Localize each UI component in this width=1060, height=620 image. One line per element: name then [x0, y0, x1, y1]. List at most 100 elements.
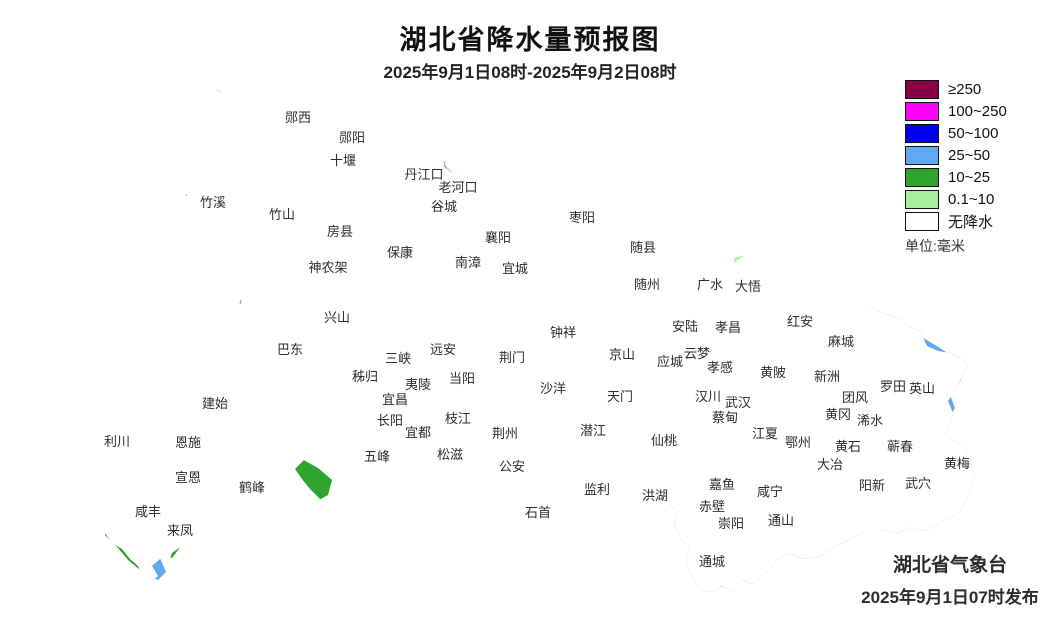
county-label: 天门 [607, 389, 633, 404]
county-label: 新洲 [814, 369, 840, 384]
legend-unit: 单位:毫米 [905, 238, 965, 254]
county-label: 仙桃 [651, 433, 677, 448]
county-label: 洪湖 [642, 488, 668, 503]
county-label: 夷陵 [405, 377, 431, 392]
county-label: 应城 [657, 354, 683, 369]
county-label: 嘉鱼 [709, 477, 735, 492]
issuing-agency: 湖北省气象台 [892, 555, 1007, 576]
county-label: 郧阳 [339, 130, 365, 145]
county-label: 建始 [202, 396, 228, 411]
legend-swatch [905, 123, 939, 143]
county-label: 荆州 [492, 426, 518, 441]
county-label: 宜城 [502, 261, 528, 276]
county-label: 通城 [699, 554, 725, 569]
county-label: 潜江 [580, 423, 606, 438]
county-label: 襄阳 [485, 230, 511, 245]
county-label: 兴山 [324, 310, 350, 325]
county-label: 汉川 [695, 389, 721, 404]
county-label: 枣阳 [569, 210, 595, 225]
county-label: 团风 [842, 390, 868, 405]
county-label: 远安 [430, 342, 456, 357]
legend-item: 100~250 [905, 100, 1007, 122]
legend-swatch [905, 145, 939, 165]
county-label: 丹江口 [404, 167, 443, 182]
county-label: 阳新 [859, 478, 885, 493]
legend-swatch [905, 189, 939, 209]
county-label: 咸丰 [135, 504, 161, 519]
county-label: 南漳 [455, 255, 481, 270]
county-label: 竹溪 [200, 195, 226, 210]
county-label: 咸宁 [757, 484, 783, 499]
county-label: 松滋 [437, 447, 463, 462]
county-label: 宜昌 [382, 392, 408, 407]
legend-item: ≥250 [905, 78, 1007, 100]
county-label: 谷城 [431, 199, 457, 214]
legend-swatch [905, 79, 939, 99]
legend-label: 50~100 [948, 124, 999, 142]
legend-label: 0.1~10 [948, 190, 995, 208]
legend-label: ≥250 [948, 80, 982, 98]
county-label: 神农架 [308, 260, 347, 275]
issuer-block: 湖北省气象台 2025年9月1日07时发布 [840, 550, 1060, 608]
county-label: 蔡甸 [712, 410, 738, 425]
county-label: 黄石 [835, 439, 861, 454]
county-label: 赤壁 [699, 499, 725, 514]
county-label: 荆门 [499, 350, 525, 365]
county-label: 房县 [327, 224, 353, 239]
issue-time: 2025年9月1日07时发布 [861, 588, 1039, 607]
county-label: 秭归 [352, 369, 378, 384]
county-label: 监利 [584, 482, 610, 497]
legend-swatch [905, 167, 939, 187]
county-label: 黄冈 [825, 407, 851, 422]
page-title: 湖北省降水量预报图 [399, 25, 661, 55]
county-label: 沙洋 [540, 381, 566, 396]
county-label: 广水 [697, 277, 723, 292]
county-label: 利川 [104, 434, 130, 449]
county-label: 京山 [609, 347, 635, 362]
county-label: 孝感 [707, 360, 733, 375]
legend-label: 25~50 [948, 146, 991, 164]
county-label: 鹤峰 [239, 480, 265, 495]
county-label: 孝昌 [715, 320, 741, 335]
county-label: 保康 [387, 245, 413, 260]
county-label: 宣恩 [175, 470, 201, 485]
county-label: 恩施 [175, 435, 201, 450]
county-label: 红安 [787, 314, 813, 329]
county-label: 崇阳 [718, 516, 744, 531]
county-label: 老河口 [438, 180, 477, 195]
county-label: 英山 [909, 381, 935, 396]
legend-item: 无降水 [905, 210, 1007, 232]
county-label: 云梦 [684, 346, 710, 361]
county-label: 大悟 [735, 279, 761, 294]
county-label: 鄂州 [785, 435, 811, 450]
county-label: 郧西 [285, 110, 311, 125]
county-label: 随州 [634, 277, 660, 292]
forecast-period: 2025年9月1日08时-2025年9月2日08时 [383, 63, 677, 82]
county-label: 十堰 [330, 153, 356, 168]
county-labels: 郧西郧阳十堰丹江口老河口谷城 竹溪竹山房县保康神农架 南漳襄阳宜城 枣阳随县随州 广水大… [103, 109, 972, 571]
legend-item: 10~25 [905, 166, 1007, 188]
county-label: 竹山 [269, 207, 295, 222]
county-label: 公安 [499, 459, 525, 474]
county-label: 钟祥 [550, 325, 576, 340]
county-label: 长阳 [377, 413, 403, 428]
legend-item: 25~50 [905, 144, 1007, 166]
county-label: 浠水 [857, 413, 883, 428]
legend-swatch [905, 211, 939, 231]
legend-label: 100~250 [948, 102, 1007, 120]
county-label: 三峡 [385, 351, 411, 366]
county-label: 随县 [630, 240, 656, 255]
county-label: 黄梅 [944, 456, 970, 471]
county-label: 武汉 [725, 395, 751, 410]
legend-item: 0.1~10 [905, 188, 1007, 210]
county-label: 当阳 [449, 371, 475, 386]
county-label: 大冶 [817, 457, 843, 472]
county-label: 来凤 [167, 523, 193, 538]
county-label: 罗田 [880, 379, 906, 394]
county-label: 蕲春 [887, 439, 913, 454]
county-label: 通山 [768, 513, 794, 528]
county-label: 安陆 [672, 319, 698, 334]
county-label: 武穴 [905, 476, 931, 491]
